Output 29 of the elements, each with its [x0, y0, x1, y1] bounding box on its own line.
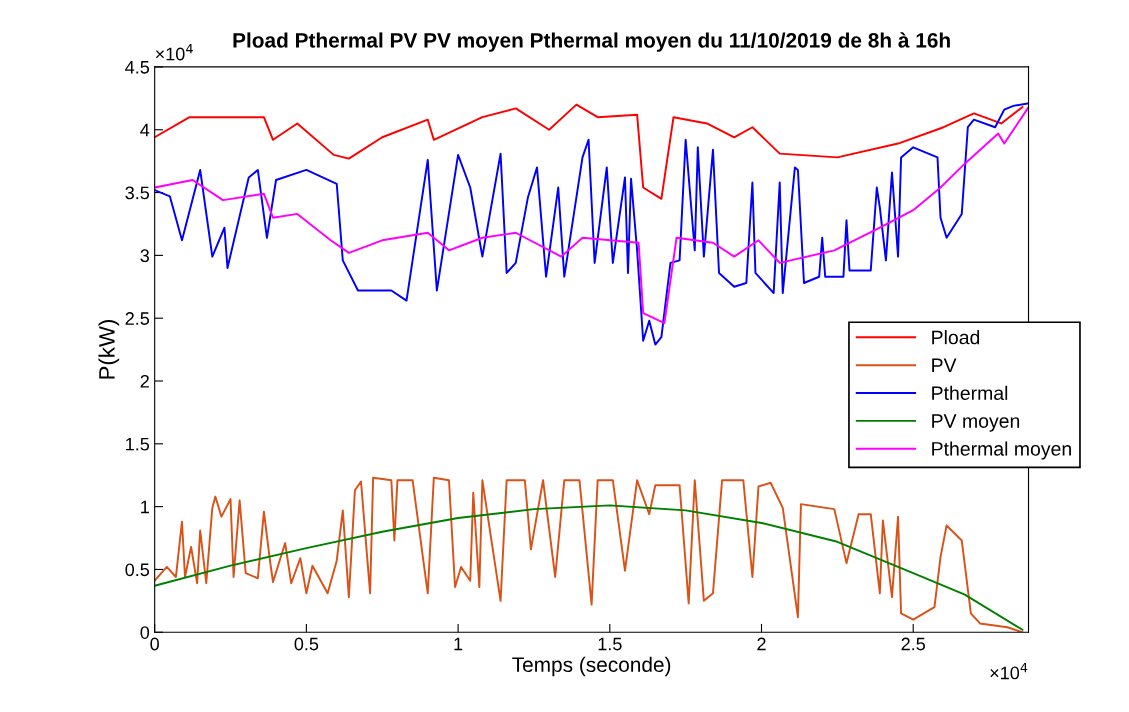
x-axis-title: Temps (seconde): [512, 656, 671, 677]
y-tick-label: 0: [140, 626, 150, 639]
x-tick-label: 1.5: [598, 637, 622, 651]
x-tick-label: 2: [757, 637, 766, 651]
chart-title: Pload Pthermal PV PV moyen Pthermal moyen du 11/10/2019 de 8h à 16h: [233, 32, 950, 52]
legend-label: Pthermal: [932, 385, 1008, 401]
text: ×10$^{4}$: [155, 44, 193, 61]
y-axis-title: P(kW): [98, 320, 120, 379]
x-tick-label: 0.5: [294, 637, 319, 651]
legend-label: PV moyen: [932, 414, 1020, 432]
y-tick-label: 4: [140, 123, 150, 137]
y-tick-label: 3.5: [125, 186, 150, 200]
legend-label: Pload: [932, 330, 980, 345]
y-tick-label: 2.5: [125, 312, 150, 325]
line-series: [154, 476, 1024, 633]
line-series: [154, 504, 1024, 631]
line-series: [154, 103, 1024, 200]
legend-label: PV: [932, 358, 957, 372]
x-tick-label: 2.5: [901, 637, 926, 651]
text: ×10$^{4}$: [990, 663, 1028, 680]
y-tick-label: 0.5: [125, 563, 150, 577]
y-tick-label: 4.5: [125, 61, 150, 74]
x-tick-label: 0: [150, 637, 159, 651]
y-tick-label: 2: [140, 374, 149, 388]
y-tick-label: 3: [140, 249, 150, 263]
legend-label: Pthermal moyen: [932, 441, 1071, 460]
y-tick-label: 1: [141, 500, 149, 514]
y-tick-label: 1.5: [126, 437, 150, 451]
x-tick-label: 1: [454, 637, 463, 651]
